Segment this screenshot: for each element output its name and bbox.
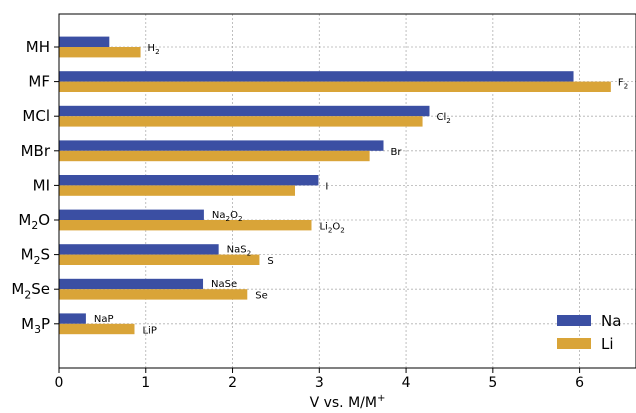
x-tick-label: 6 bbox=[575, 375, 584, 391]
bar-li-0 bbox=[59, 47, 141, 58]
bar-na-3 bbox=[59, 140, 384, 151]
bar-label-li-5: Li2O2 bbox=[319, 222, 344, 235]
y-tick-label: MBr bbox=[21, 142, 51, 160]
y-tick-label: M3P bbox=[21, 315, 50, 336]
product-label-2: Cl2 bbox=[436, 112, 450, 125]
product-label-3: Br bbox=[391, 147, 403, 158]
bar-li-1 bbox=[59, 81, 611, 92]
y-tick-label: MH bbox=[26, 38, 50, 56]
x-tick-label: 3 bbox=[315, 375, 324, 391]
bar-na-8 bbox=[59, 313, 86, 324]
bar-na-7 bbox=[59, 278, 204, 290]
bar-li-5 bbox=[59, 220, 312, 231]
legend-swatch-na bbox=[557, 315, 591, 326]
y-tick-label: M2O bbox=[18, 211, 50, 232]
bar-na-1 bbox=[59, 71, 574, 82]
bar-label-li-8: LiP bbox=[142, 325, 156, 336]
plot-frame bbox=[58, 13, 636, 369]
y-tick-label: M2S bbox=[21, 246, 50, 267]
x-tick-label: 5 bbox=[488, 375, 497, 391]
legend-label-na: Na bbox=[601, 312, 621, 330]
x-tick-label: 2 bbox=[228, 375, 237, 391]
y-tick-label: M2Se bbox=[11, 280, 50, 301]
legend-label-li: Li bbox=[601, 335, 614, 353]
bar-li-4 bbox=[59, 185, 296, 196]
y-tick-label: MI bbox=[33, 176, 50, 194]
bar-li-2 bbox=[59, 116, 423, 127]
x-axis-label: V vs. M/M+ bbox=[310, 393, 386, 411]
bar-li-7 bbox=[59, 289, 248, 300]
product-label-1: F2 bbox=[618, 78, 628, 91]
x-tick-label: 0 bbox=[55, 375, 64, 391]
bars bbox=[59, 36, 611, 335]
bar-na-4 bbox=[59, 175, 319, 186]
bar-label-na-8: NaP bbox=[94, 314, 114, 325]
bar-label-li-7: Se bbox=[255, 291, 268, 302]
bar-na-5 bbox=[59, 209, 204, 220]
bar-na-6 bbox=[59, 244, 219, 255]
product-label-0: H2 bbox=[148, 43, 160, 56]
bar-label-na-5: Na2O2 bbox=[212, 210, 243, 223]
bar-li-6 bbox=[59, 254, 260, 265]
bar-na-2 bbox=[59, 105, 430, 117]
axes: 0 1 2 3 4 5 6 V vs. M/M+ MH MF MCl MBr MI M2O M2S M2Se M… bbox=[11, 13, 636, 411]
x-tick-label: 4 bbox=[402, 375, 411, 391]
bar-labels: Na2O2 NaS2 NaSe NaP Li2O2 S Se LiP H2 F2 Cl2 Br I bbox=[94, 43, 628, 336]
legend-swatch-li bbox=[557, 338, 591, 349]
product-label-4: I bbox=[325, 181, 328, 192]
bar-na-0 bbox=[59, 36, 110, 47]
bar-label-na-6: NaS2 bbox=[227, 245, 252, 258]
bar-label-li-6: S bbox=[267, 256, 273, 267]
bar-label-na-7: NaSe bbox=[211, 279, 237, 290]
y-tick-label: MF bbox=[28, 73, 50, 91]
bar-li-3 bbox=[59, 150, 370, 162]
x-tick-label: 1 bbox=[141, 375, 150, 391]
y-tick-label: MCl bbox=[22, 107, 50, 125]
bar-li-8 bbox=[59, 323, 135, 335]
legend: Na Li bbox=[557, 312, 621, 353]
